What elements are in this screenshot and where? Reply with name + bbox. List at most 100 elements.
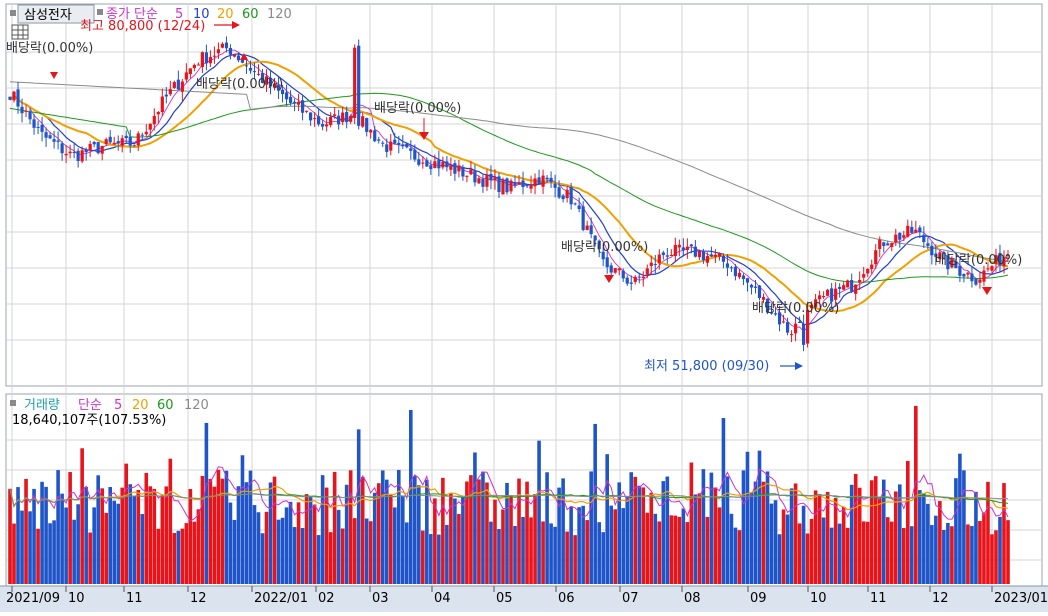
volume-bar	[497, 529, 501, 584]
candle-body	[593, 235, 597, 241]
candle-body	[549, 177, 553, 182]
candle-body	[385, 144, 389, 152]
candle-body	[854, 284, 858, 294]
candle-body	[761, 297, 766, 300]
candle-body	[341, 112, 345, 123]
candle-body	[986, 268, 990, 270]
table-icon[interactable]	[11, 24, 29, 40]
candle-body	[12, 91, 16, 101]
volume-bar	[232, 519, 237, 584]
candle-body	[954, 261, 958, 268]
x-tick-label: 05	[496, 591, 513, 606]
candle-body	[140, 134, 144, 136]
candle-body	[184, 72, 188, 80]
candle-body	[325, 124, 329, 127]
volume-bar	[525, 481, 529, 584]
volume-bar	[360, 476, 365, 584]
candle-body	[581, 206, 585, 230]
volume-bar	[749, 492, 754, 584]
volume-bar	[36, 528, 40, 584]
candle-body	[685, 246, 689, 250]
candle-body	[681, 247, 685, 251]
x-tick-label: 03	[372, 591, 389, 606]
volume-bar	[340, 528, 345, 584]
volume-bar	[212, 486, 217, 584]
candle-body	[645, 268, 649, 275]
volume-bar	[216, 469, 221, 584]
dividend-label-2: 배당락(0.00%)	[196, 77, 283, 92]
volume-bar	[400, 496, 405, 584]
candle-body	[826, 289, 830, 296]
candle-body	[733, 266, 738, 277]
candle-body	[617, 268, 621, 271]
volume-bar	[1006, 520, 1010, 584]
volume-bar	[757, 450, 762, 584]
candle-body	[577, 205, 581, 209]
volume-bar	[841, 507, 846, 584]
volume-bar	[813, 490, 818, 584]
candle-body	[890, 243, 894, 247]
volume-bar	[364, 518, 369, 584]
candle-body	[625, 277, 629, 284]
candle-body	[637, 276, 641, 278]
volume-bar	[893, 491, 898, 584]
dividend-arrow-icon-6	[982, 287, 992, 295]
candle-body	[132, 145, 136, 147]
candle-body	[481, 178, 485, 187]
volume-ma5-line	[9, 466, 1009, 522]
volume-bar	[84, 486, 88, 584]
candle-body	[842, 285, 846, 290]
candle-body	[713, 254, 718, 257]
volume-bar	[200, 475, 205, 584]
candle-body	[112, 142, 116, 145]
candle-body	[212, 55, 217, 57]
candle-body	[48, 135, 52, 139]
candle-body	[240, 59, 245, 63]
candle-body	[8, 96, 12, 100]
candle-body	[589, 225, 593, 235]
candle-body	[689, 244, 693, 246]
dividend-label-4: 배당락(0.00%)	[561, 240, 648, 255]
volume-bar	[16, 487, 20, 584]
volume-bar	[128, 484, 133, 584]
candle-body	[433, 161, 437, 169]
x-tick-label: 11	[126, 591, 143, 606]
candle-body	[477, 178, 481, 184]
candle-body	[649, 262, 653, 266]
volume-bar	[725, 476, 730, 584]
volume-bar	[228, 502, 233, 584]
volume-bar	[465, 481, 469, 584]
low-label: 최저 51,800 (09/30)	[644, 359, 769, 374]
x-tick-label: 07	[622, 591, 639, 606]
volume-bar	[264, 511, 269, 584]
volume-bar	[657, 521, 662, 584]
candle-body	[737, 272, 742, 278]
candle-body	[858, 279, 862, 283]
volume-bar	[168, 458, 173, 584]
volume-bar	[661, 481, 666, 584]
volume-bar	[280, 517, 285, 584]
volume-bar	[625, 495, 630, 584]
volume-bar	[425, 479, 429, 584]
volume-bar	[581, 505, 585, 584]
x-tick-label: 11	[870, 591, 887, 606]
volume-bar	[60, 493, 64, 584]
volume-bar	[873, 476, 878, 584]
candle-body	[673, 244, 677, 257]
volume-bar	[821, 517, 826, 584]
stock-name-box[interactable]	[17, 4, 95, 24]
volume-bar	[529, 517, 533, 584]
candle-body	[946, 255, 950, 270]
candle-body	[409, 148, 413, 151]
candle-body	[557, 187, 561, 198]
candle-body	[64, 153, 68, 156]
volume-bar	[773, 500, 778, 584]
candle-body	[337, 115, 341, 125]
volume-bar	[557, 487, 561, 584]
x-tick-label: 09	[750, 591, 767, 606]
candle-body	[777, 312, 782, 325]
candle-body	[76, 150, 80, 162]
volume-bar	[549, 523, 553, 584]
volume-bar	[693, 494, 698, 584]
